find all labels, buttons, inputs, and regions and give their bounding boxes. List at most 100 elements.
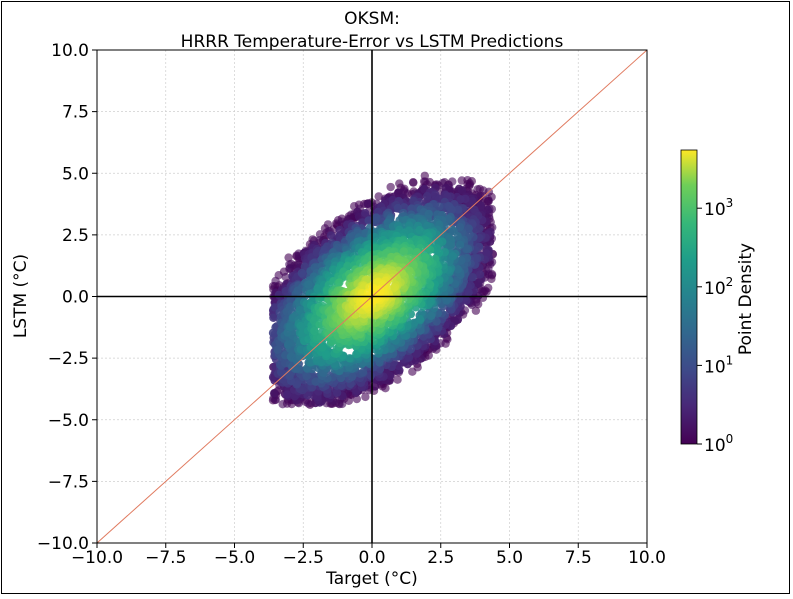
- density-point: [361, 208, 370, 218]
- x-tick-label: 5.0: [496, 548, 523, 568]
- x-axis-label: Target (°C): [325, 569, 418, 589]
- density-point: [269, 313, 278, 323]
- density-point: [453, 205, 463, 214]
- density-point: [457, 176, 467, 185]
- y-axis-label: LSTM (°C): [11, 254, 31, 338]
- density-point: [297, 268, 307, 278]
- density-point: [427, 311, 436, 321]
- density-point: [303, 391, 312, 400]
- density-point: [484, 264, 493, 273]
- density-point: [386, 182, 395, 192]
- density-point: [351, 310, 360, 319]
- density-point: [421, 177, 430, 186]
- density-point: [358, 368, 368, 377]
- density-point: [370, 382, 380, 391]
- density-point: [408, 178, 418, 187]
- y-tick-label: 2.5: [62, 226, 89, 246]
- density-point: [296, 345, 306, 354]
- density-point: [448, 251, 458, 261]
- density-point: [415, 225, 424, 235]
- x-tick-label: −10.0: [71, 548, 123, 568]
- density-point: [462, 244, 471, 254]
- density-point: [468, 273, 477, 282]
- density-point: [393, 203, 403, 213]
- x-tick-label: −5.0: [214, 548, 255, 568]
- density-point: [455, 240, 465, 250]
- density-point: [310, 326, 319, 336]
- density-point: [374, 192, 383, 201]
- colorbar-tick-label: 100: [704, 432, 733, 456]
- y-tick-label: 10.0: [51, 41, 89, 61]
- density-point: [434, 248, 444, 258]
- density-point: [326, 231, 336, 240]
- density-point: [286, 296, 295, 305]
- y-axis-ticks: 10.0 7.5 5.0 2.5 0.0 −2.5 −5.0 −7.5 −10.0: [37, 41, 97, 554]
- density-point: [335, 225, 344, 235]
- density-point: [395, 179, 404, 188]
- density-point: [421, 252, 430, 262]
- density-point: [453, 265, 463, 274]
- density-point: [457, 256, 466, 265]
- density-point: [323, 220, 333, 229]
- density-point: [457, 186, 467, 195]
- density-point: [313, 284, 322, 293]
- density-point: [453, 231, 462, 241]
- density-point: [411, 356, 420, 365]
- y-tick-label: 7.5: [62, 103, 89, 123]
- density-point: [361, 392, 370, 402]
- density-point: [335, 278, 344, 287]
- density-point: [447, 225, 457, 234]
- density-point: [304, 399, 313, 408]
- x-tick-label: 10.0: [628, 548, 666, 568]
- y-tick-label: −2.5: [48, 349, 89, 369]
- density-point: [373, 288, 382, 298]
- density-point: [284, 253, 293, 262]
- density-point: [332, 388, 342, 397]
- density-point: [464, 224, 473, 233]
- y-tick-label: −7.5: [48, 472, 89, 492]
- density-point: [284, 340, 293, 349]
- chart-title-line1: OKSM:: [344, 9, 400, 29]
- density-point: [278, 400, 287, 409]
- chart-title-line2: HRRR Temperature-Error vs LSTM Predictio…: [181, 32, 564, 52]
- density-point: [407, 204, 416, 213]
- density-point: [423, 221, 432, 231]
- density-point: [425, 280, 435, 289]
- x-tick-label: 2.5: [427, 548, 454, 568]
- density-point: [381, 384, 390, 393]
- density-point: [399, 247, 408, 256]
- density-point: [321, 349, 331, 359]
- density-point: [371, 216, 380, 225]
- colorbar-tick-label: 101: [704, 353, 733, 377]
- density-point: [470, 205, 479, 215]
- density-point: [408, 367, 417, 376]
- colorbar-ticks: 100 101 102 103: [697, 196, 733, 456]
- density-point: [286, 322, 295, 332]
- density-point: [283, 390, 292, 399]
- density-point: [476, 201, 485, 210]
- density-point: [295, 306, 305, 315]
- density-point: [352, 394, 362, 404]
- density-point: [343, 261, 352, 271]
- density-point: [423, 243, 432, 253]
- density-point: [364, 216, 373, 225]
- density-point: [393, 375, 402, 384]
- colorbar-tick-label: 103: [704, 196, 733, 220]
- x-tick-label: 0.0: [358, 548, 385, 568]
- density-point: [475, 270, 485, 279]
- density-point: [276, 367, 286, 377]
- y-tick-label: 5.0: [62, 164, 89, 184]
- x-tick-label: 7.5: [565, 548, 592, 568]
- density-point: [300, 262, 310, 271]
- density-point: [404, 353, 414, 362]
- x-axis-ticks: −10.0 −7.5 −5.0 −2.5 0.0 2.5 5.0 7.5 10.0: [71, 543, 666, 568]
- density-point: [447, 205, 457, 214]
- density-point: [348, 372, 357, 381]
- density-point: [471, 306, 481, 315]
- density-point: [304, 280, 313, 289]
- density-point: [366, 371, 376, 381]
- x-tick-label: −2.5: [283, 548, 324, 568]
- density-cloud: [268, 171, 498, 409]
